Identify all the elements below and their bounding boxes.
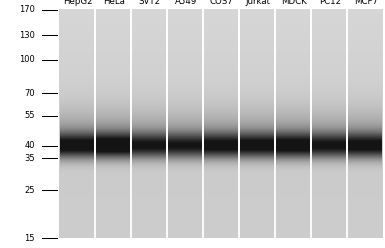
Text: HeLa: HeLa [103, 0, 125, 6]
Text: 55: 55 [24, 111, 35, 121]
Text: 15: 15 [24, 234, 35, 243]
Text: PC12: PC12 [319, 0, 341, 6]
Text: 100: 100 [19, 55, 35, 64]
Text: 25: 25 [24, 186, 35, 195]
Text: MCF7: MCF7 [354, 0, 378, 6]
Text: 40: 40 [24, 141, 35, 150]
Text: A549: A549 [175, 0, 197, 6]
Text: Jurkat: Jurkat [245, 0, 270, 6]
Text: 130: 130 [19, 31, 35, 40]
Text: 35: 35 [24, 154, 35, 163]
Text: SVT2: SVT2 [139, 0, 161, 6]
Text: HepG2: HepG2 [63, 0, 92, 6]
Text: MDCK: MDCK [281, 0, 307, 6]
Text: 170: 170 [19, 5, 35, 14]
Text: 70: 70 [24, 89, 35, 98]
Text: COS7: COS7 [210, 0, 234, 6]
